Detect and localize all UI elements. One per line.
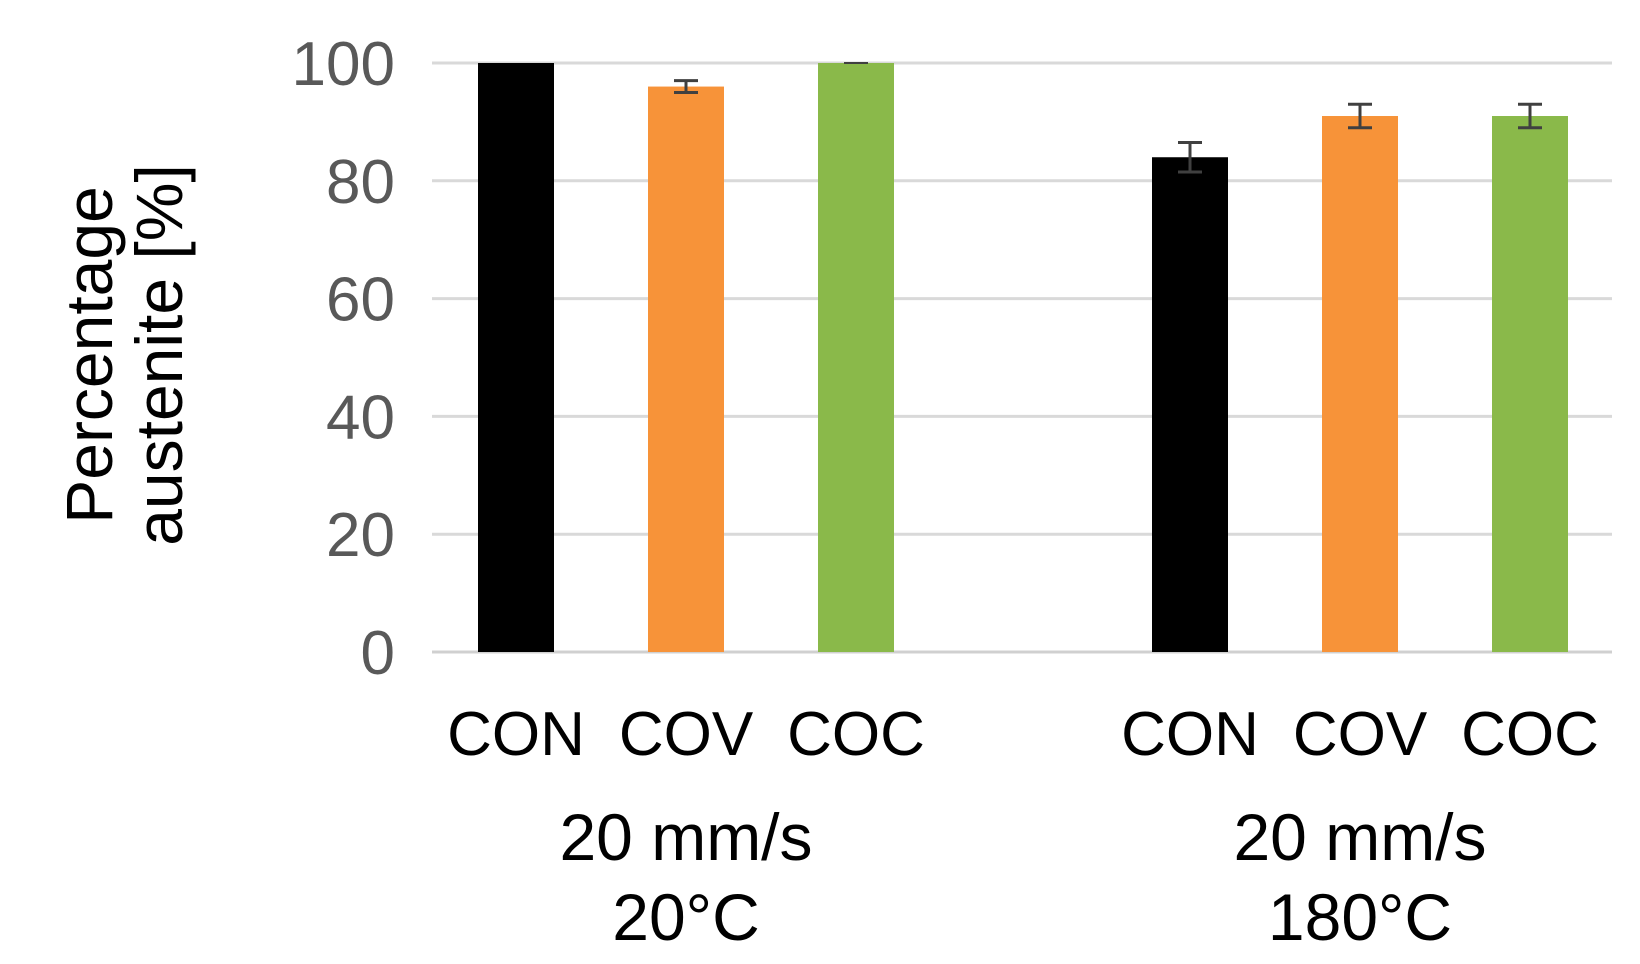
category-label: COV (1293, 700, 1428, 769)
y-tick-label: 0 (361, 619, 395, 688)
y-axis-title-text: Percentageaustenite [%] (52, 164, 196, 546)
bar-coc (818, 63, 894, 652)
bar-con (478, 63, 554, 652)
bar-con (1152, 157, 1228, 653)
group-label-line: 20 mm/s (559, 800, 812, 874)
error-bars (674, 62, 1542, 174)
y-tick-label: 100 (292, 30, 395, 99)
y-tick-label: 60 (326, 266, 395, 335)
y-tick-label: 20 (326, 501, 395, 570)
y-axis-title-line: austenite [%] (122, 164, 196, 546)
y-tick-label: 40 (326, 383, 395, 452)
category-label: CON (447, 700, 585, 769)
group-label-line: 20°C (612, 880, 759, 954)
category-label: COC (787, 700, 925, 769)
category-label: COC (1461, 700, 1599, 769)
gridlines (432, 61, 1612, 654)
bar-cov (1322, 116, 1398, 652)
group-label-line: 180°C (1268, 880, 1452, 954)
category-label: COV (619, 700, 754, 769)
bar-cov (648, 86, 724, 652)
bars (478, 63, 1568, 653)
category-labels: CON COV COC CON COV COC (447, 700, 1599, 769)
y-axis-ticks: 0 20 40 60 80 100 (292, 30, 395, 688)
bar-coc (1492, 116, 1568, 652)
category-label: CON (1121, 700, 1259, 769)
group-label-line: 20 mm/s (1233, 800, 1486, 874)
y-axis-title: Percentageaustenite [%] (52, 164, 196, 546)
y-tick-label: 80 (326, 148, 395, 217)
y-axis-title-line: Percentage (52, 186, 126, 524)
